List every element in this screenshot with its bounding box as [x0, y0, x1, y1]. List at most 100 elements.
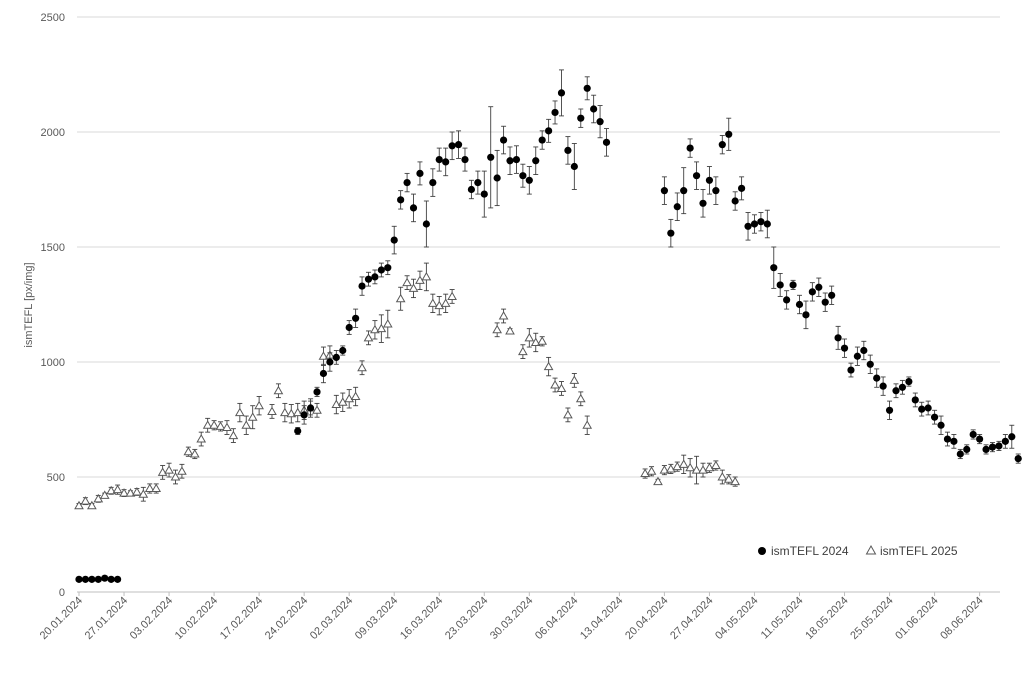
data-point-2025	[518, 346, 528, 356]
data-point-2024	[88, 575, 96, 583]
data-point-2024	[551, 108, 559, 117]
data-point-2024	[448, 142, 456, 150]
data-point-2024	[371, 273, 379, 281]
data-point-2024	[332, 353, 340, 361]
data-point-2024	[564, 146, 572, 154]
data-point-2025	[723, 474, 734, 483]
x-tick-label: 25.05.2024	[848, 595, 895, 642]
data-point-2024	[493, 174, 501, 182]
data-point-2024	[583, 84, 591, 92]
data-point-2024	[403, 179, 411, 187]
data-point-2024	[892, 387, 900, 395]
data-point-2024	[487, 153, 495, 161]
data-point-2025	[112, 484, 123, 494]
data-point-2024	[943, 435, 952, 443]
data-point-2024	[602, 138, 611, 146]
data-point-2025	[730, 476, 741, 486]
data-point-2024	[532, 157, 540, 165]
data-point-2024	[783, 296, 791, 304]
data-point-2024	[692, 172, 701, 180]
data-point-2025	[151, 483, 162, 492]
y-axis-title: ismTEFL [px/img]	[23, 262, 35, 347]
data-point-2024	[499, 136, 508, 144]
data-point-2025	[434, 300, 445, 310]
data-point-2024	[467, 185, 476, 194]
data-point-2025	[408, 283, 419, 292]
data-point-2025	[698, 465, 708, 474]
data-point-2025	[279, 407, 290, 417]
legend-label-2025: ismTEFL 2025	[880, 544, 958, 558]
data-point-2024	[763, 220, 771, 228]
data-point-2025	[678, 459, 689, 468]
data-point-2025	[318, 351, 329, 360]
data-point-2024	[885, 406, 894, 414]
grid-lines	[77, 16, 1000, 593]
data-point-2024	[557, 89, 566, 97]
data-point-2025	[196, 434, 207, 443]
data-point-2024	[377, 266, 385, 274]
data-point-2024	[577, 114, 585, 122]
data-point-2024	[673, 203, 681, 211]
x-tick-label: 17.02.2024	[218, 595, 265, 642]
data-point-2025	[665, 463, 676, 473]
data-point-2025	[376, 323, 387, 333]
data-point-2024	[744, 222, 752, 230]
data-point-2025	[267, 406, 277, 415]
x-tick-label: 24.02.2024	[263, 595, 310, 642]
data-point-2025	[209, 420, 219, 429]
data-point-2024	[918, 405, 926, 413]
data-point-2024	[409, 204, 418, 212]
x-tick-label: 09.03.2024	[353, 595, 400, 642]
data-point-2024	[390, 236, 398, 244]
data-point-2024	[442, 158, 450, 166]
data-point-2025	[691, 465, 702, 474]
x-tick-label: 13.04.2024	[578, 595, 625, 642]
data-point-2024	[596, 118, 604, 126]
x-tick-label: 16.03.2024	[398, 595, 445, 642]
data-point-2025	[125, 488, 136, 497]
data-point-2024	[545, 127, 553, 135]
data-point-2025	[241, 420, 252, 429]
data-point-2025	[357, 362, 367, 372]
data-point-2024	[828, 291, 836, 299]
legend-marker-2025	[865, 544, 877, 555]
data-point-2024	[898, 383, 907, 391]
y-tick-label: 0	[59, 587, 65, 599]
data-point-2024	[474, 179, 482, 187]
data-point-2024	[718, 141, 726, 149]
data-point-2024	[860, 346, 868, 355]
data-point-2024	[873, 374, 881, 382]
data-point-2025	[138, 489, 149, 498]
data-point-2025	[222, 422, 232, 432]
data-point-2024	[956, 450, 964, 458]
x-tick-label: 11.05.2024	[759, 595, 806, 642]
data-point-2025	[177, 466, 187, 475]
data-point-2024	[352, 314, 360, 322]
x-tick-label: 23.03.2024	[443, 595, 490, 642]
data-point-2024	[384, 264, 392, 272]
data-point-2024	[905, 377, 913, 386]
x-tick-label: 20.04.2024	[623, 595, 670, 642]
legend-marker-2024	[758, 547, 766, 555]
data-point-2024	[313, 388, 321, 396]
data-point-2024	[776, 281, 784, 289]
x-tick-label: 04.05.2024	[713, 595, 760, 642]
data-point-2024	[680, 187, 688, 195]
data-point-2025	[563, 409, 573, 419]
data-point-2024	[525, 176, 533, 184]
data-point-2024	[866, 360, 874, 368]
data-point-2024	[590, 105, 598, 113]
data-point-2024	[815, 283, 823, 291]
data-point-2025	[344, 393, 355, 403]
data-point-2024	[699, 199, 707, 207]
data-point-2025	[312, 405, 322, 414]
data-point-2025	[106, 485, 117, 495]
data-point-2024	[757, 218, 765, 226]
data-point-2025	[189, 448, 200, 458]
data-point-2024	[911, 396, 919, 404]
data-point-2024	[94, 575, 102, 583]
data-point-2025	[286, 408, 297, 418]
data-point-2024	[795, 300, 804, 309]
data-point-2024	[660, 187, 669, 195]
